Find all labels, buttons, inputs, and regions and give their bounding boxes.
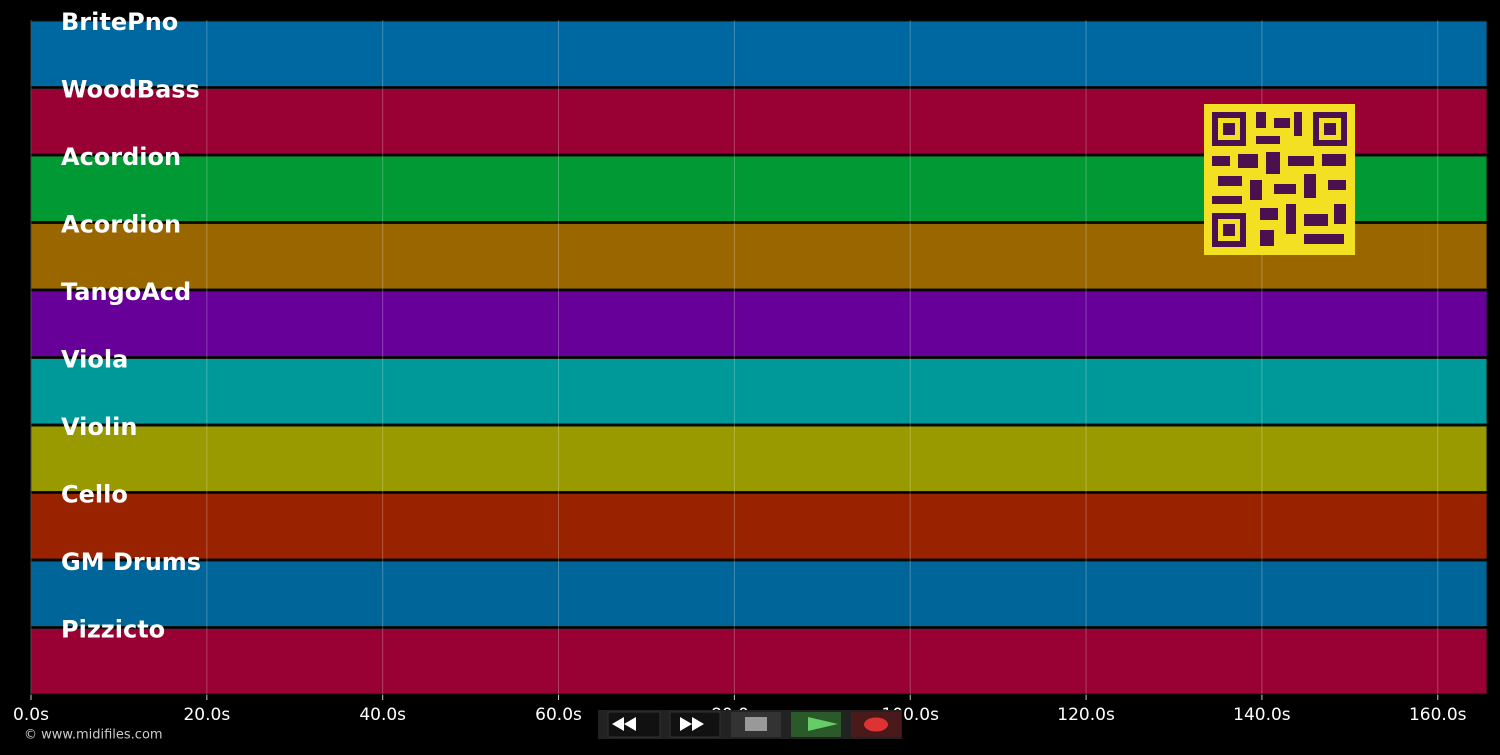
track-lane xyxy=(30,290,1488,357)
tick-label: 140.0s xyxy=(1233,705,1291,725)
track-name: BritePno xyxy=(61,8,178,36)
tick-label: 20.0s xyxy=(183,705,230,725)
track-name: Viola xyxy=(61,346,128,374)
record-button[interactable] xyxy=(851,712,901,737)
play-button[interactable] xyxy=(791,712,841,737)
track-lane xyxy=(30,493,1488,560)
track-name: Acordion xyxy=(61,211,181,239)
tick-label: 160.0s xyxy=(1409,705,1467,725)
track-name: TangoAcd xyxy=(61,278,191,306)
track-lane xyxy=(30,425,1488,492)
track-name: Violin xyxy=(61,413,137,441)
track-name: WoodBass xyxy=(61,76,200,104)
track-lane xyxy=(30,20,1488,87)
stop-button[interactable] xyxy=(731,712,781,737)
fast-forward-button[interactable] xyxy=(669,711,721,738)
track-lane xyxy=(30,358,1488,425)
footer-text: © www.midifiles.com xyxy=(24,728,163,743)
track-lane xyxy=(30,628,1488,695)
track-names: BritePno WoodBass Acordion Acordion TangoAcd… xyxy=(61,8,201,644)
tick-label: 60.0s xyxy=(535,705,582,725)
track-lane xyxy=(30,560,1488,627)
track-name: GM Drums xyxy=(61,548,201,576)
transport-controls xyxy=(598,710,902,739)
tick-label: 120.0s xyxy=(1057,705,1115,725)
track-name: Cello xyxy=(61,481,128,509)
track-name: Pizzicto xyxy=(61,616,165,644)
qr-code xyxy=(1204,104,1355,255)
track-name: Acordion xyxy=(61,143,181,171)
tick-label: 40.0s xyxy=(359,705,406,725)
tick-label: 0.0s xyxy=(13,705,49,725)
rewind-button[interactable] xyxy=(607,711,661,738)
